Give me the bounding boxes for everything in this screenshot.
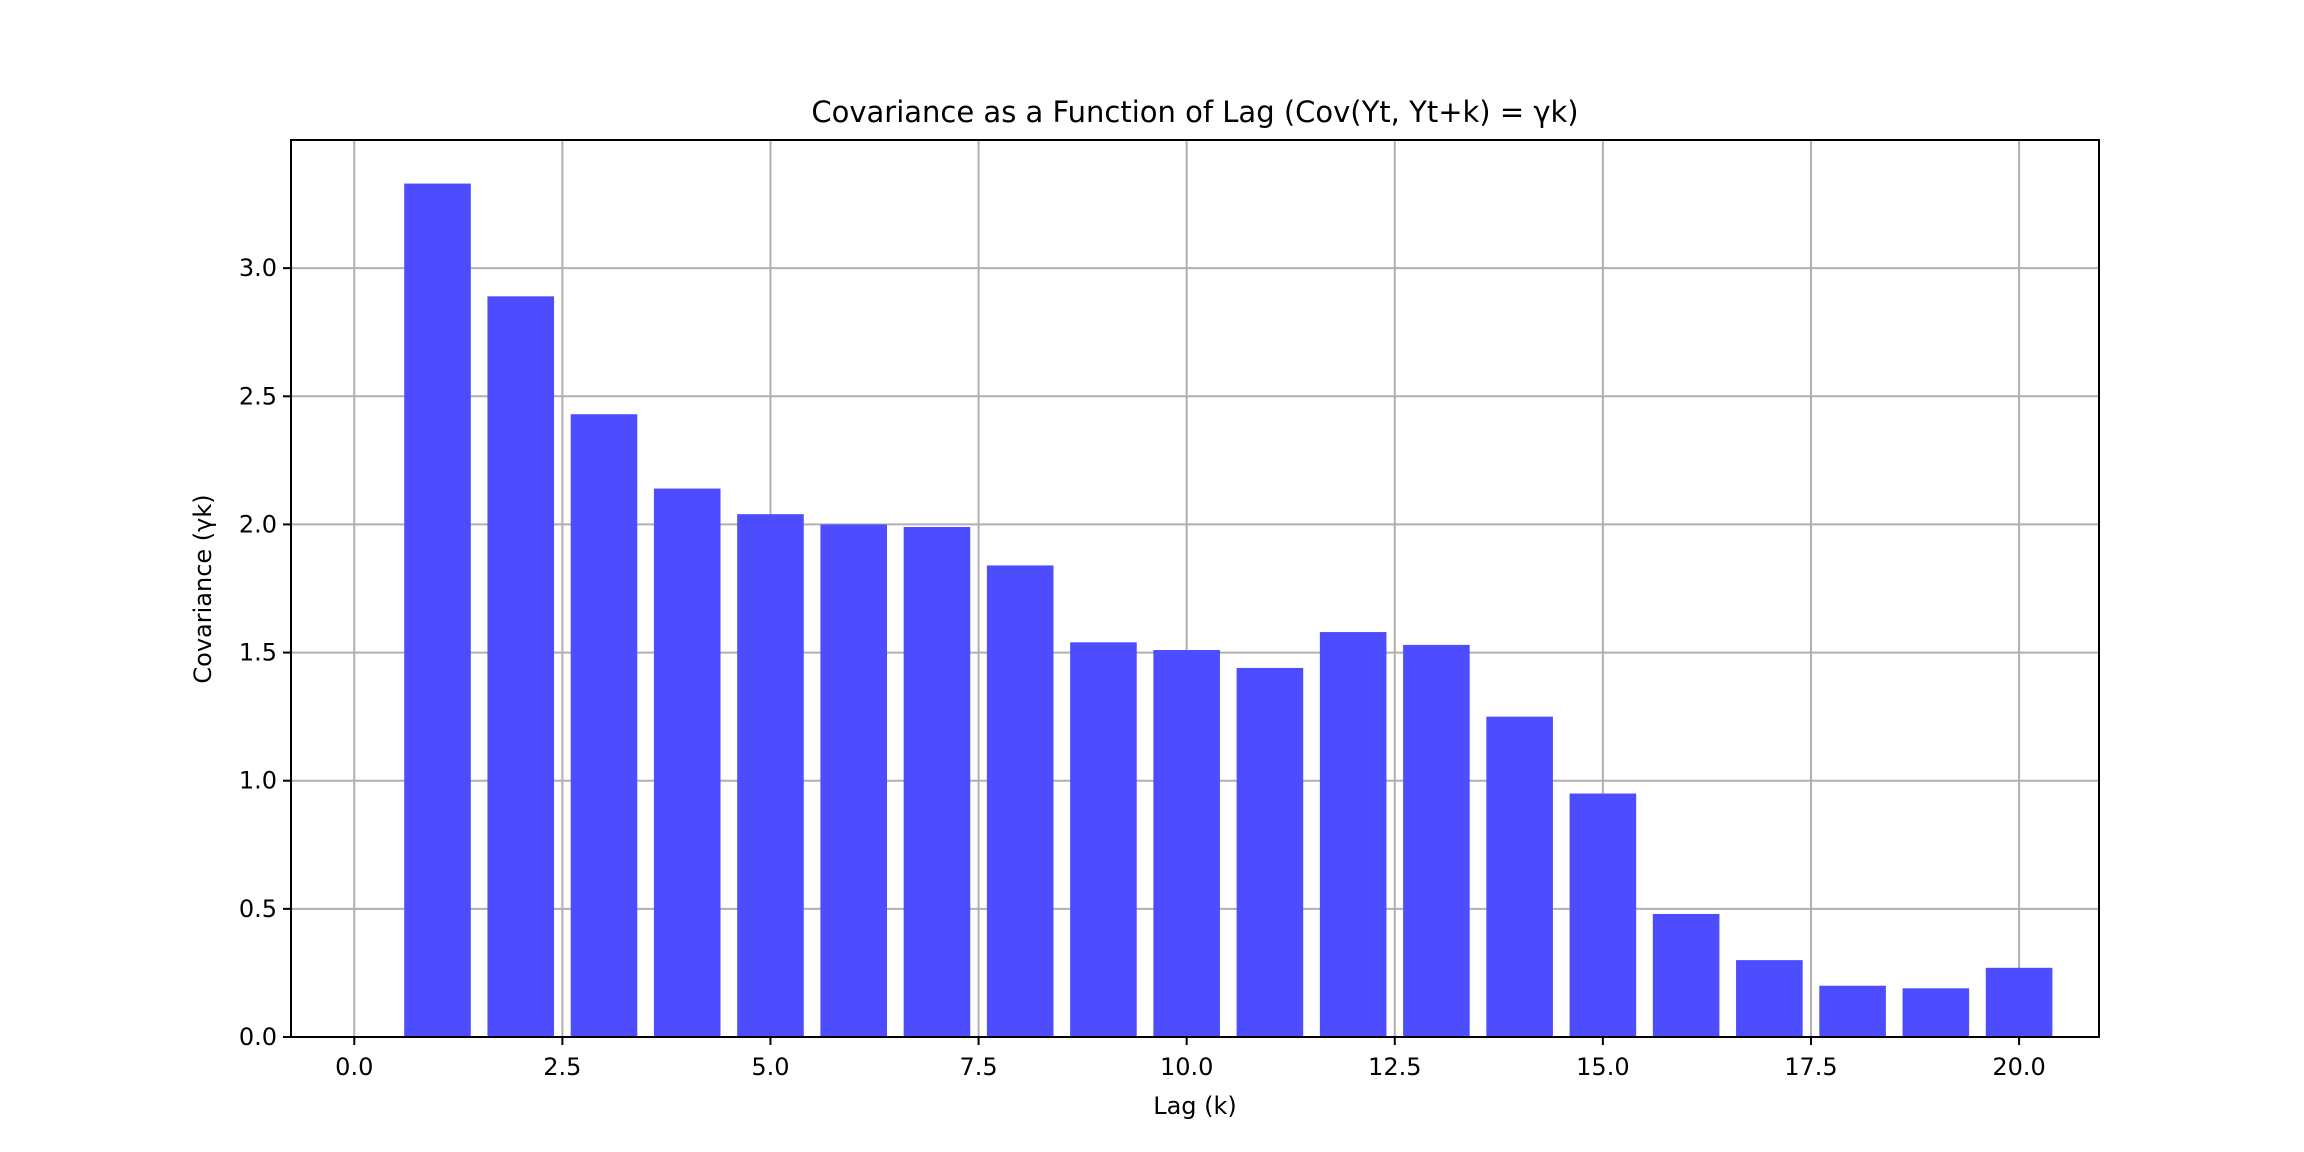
- bar-lag-8: [986, 565, 1054, 1037]
- bar-lag-4: [653, 488, 721, 1037]
- chart-title: Covariance as a Function of Lag (Cov(Yt,…: [811, 95, 1578, 129]
- x-axis-ticks: 0.0 2.5 5.0 7.5 10.0 12.5 15.0 17.5 20.0: [335, 1037, 2046, 1081]
- bar-lag-20: [1985, 967, 2053, 1037]
- y-axis-ticks: 0.0 0.5 1.0 1.5 2.0 2.5 3.0: [239, 254, 291, 1051]
- bar-lag-1: [404, 183, 471, 1037]
- bar-lag-11: [1236, 667, 1304, 1037]
- bar-lag-2: [487, 296, 555, 1037]
- bar-lag-7: [903, 526, 971, 1037]
- x-axis-label: Lag (k): [1153, 1092, 1237, 1120]
- plot-frame: [290, 139, 2100, 1038]
- bar-lag-12: [1319, 632, 1387, 1037]
- y-tick-label: 1.0: [239, 767, 277, 795]
- x-tick-label: 15.0: [1576, 1053, 1629, 1081]
- y-tick-label: 3.0: [239, 254, 277, 282]
- x-tick-label: 5.0: [751, 1053, 789, 1081]
- x-tick-label: 0.0: [335, 1053, 373, 1081]
- y-axis-label: Covariance (γk): [189, 494, 217, 683]
- x-tick-label: 12.5: [1368, 1053, 1421, 1081]
- bar-lag-18: [1819, 985, 1886, 1037]
- y-tick-label: 2.5: [239, 382, 277, 410]
- bars: [404, 183, 2053, 1037]
- bar-lag-15: [1569, 793, 1637, 1037]
- bar-lag-14: [1486, 716, 1553, 1037]
- y-tick-label: 0.5: [239, 895, 277, 923]
- bar-lag-3: [570, 414, 638, 1037]
- x-tick-label: 17.5: [1784, 1053, 1837, 1081]
- x-tick-label: 20.0: [1992, 1053, 2045, 1081]
- bar-lag-9: [1070, 642, 1137, 1037]
- y-tick-label: 0.0: [239, 1023, 277, 1051]
- y-tick-label: 1.5: [239, 639, 277, 667]
- bar-lag-13: [1403, 644, 1470, 1037]
- y-tick-label: 2.0: [239, 510, 277, 538]
- bar-lag-19: [1902, 988, 1970, 1037]
- x-tick-label: 2.5: [543, 1053, 581, 1081]
- bar-lag-10: [1153, 650, 1220, 1037]
- bar-lag-6: [820, 524, 888, 1037]
- bar-lag-5: [737, 514, 804, 1037]
- bar-lag-16: [1652, 913, 1720, 1037]
- x-tick-label: 7.5: [959, 1053, 997, 1081]
- x-tick-label: 10.0: [1160, 1053, 1213, 1081]
- bar-lag-17: [1736, 960, 1803, 1037]
